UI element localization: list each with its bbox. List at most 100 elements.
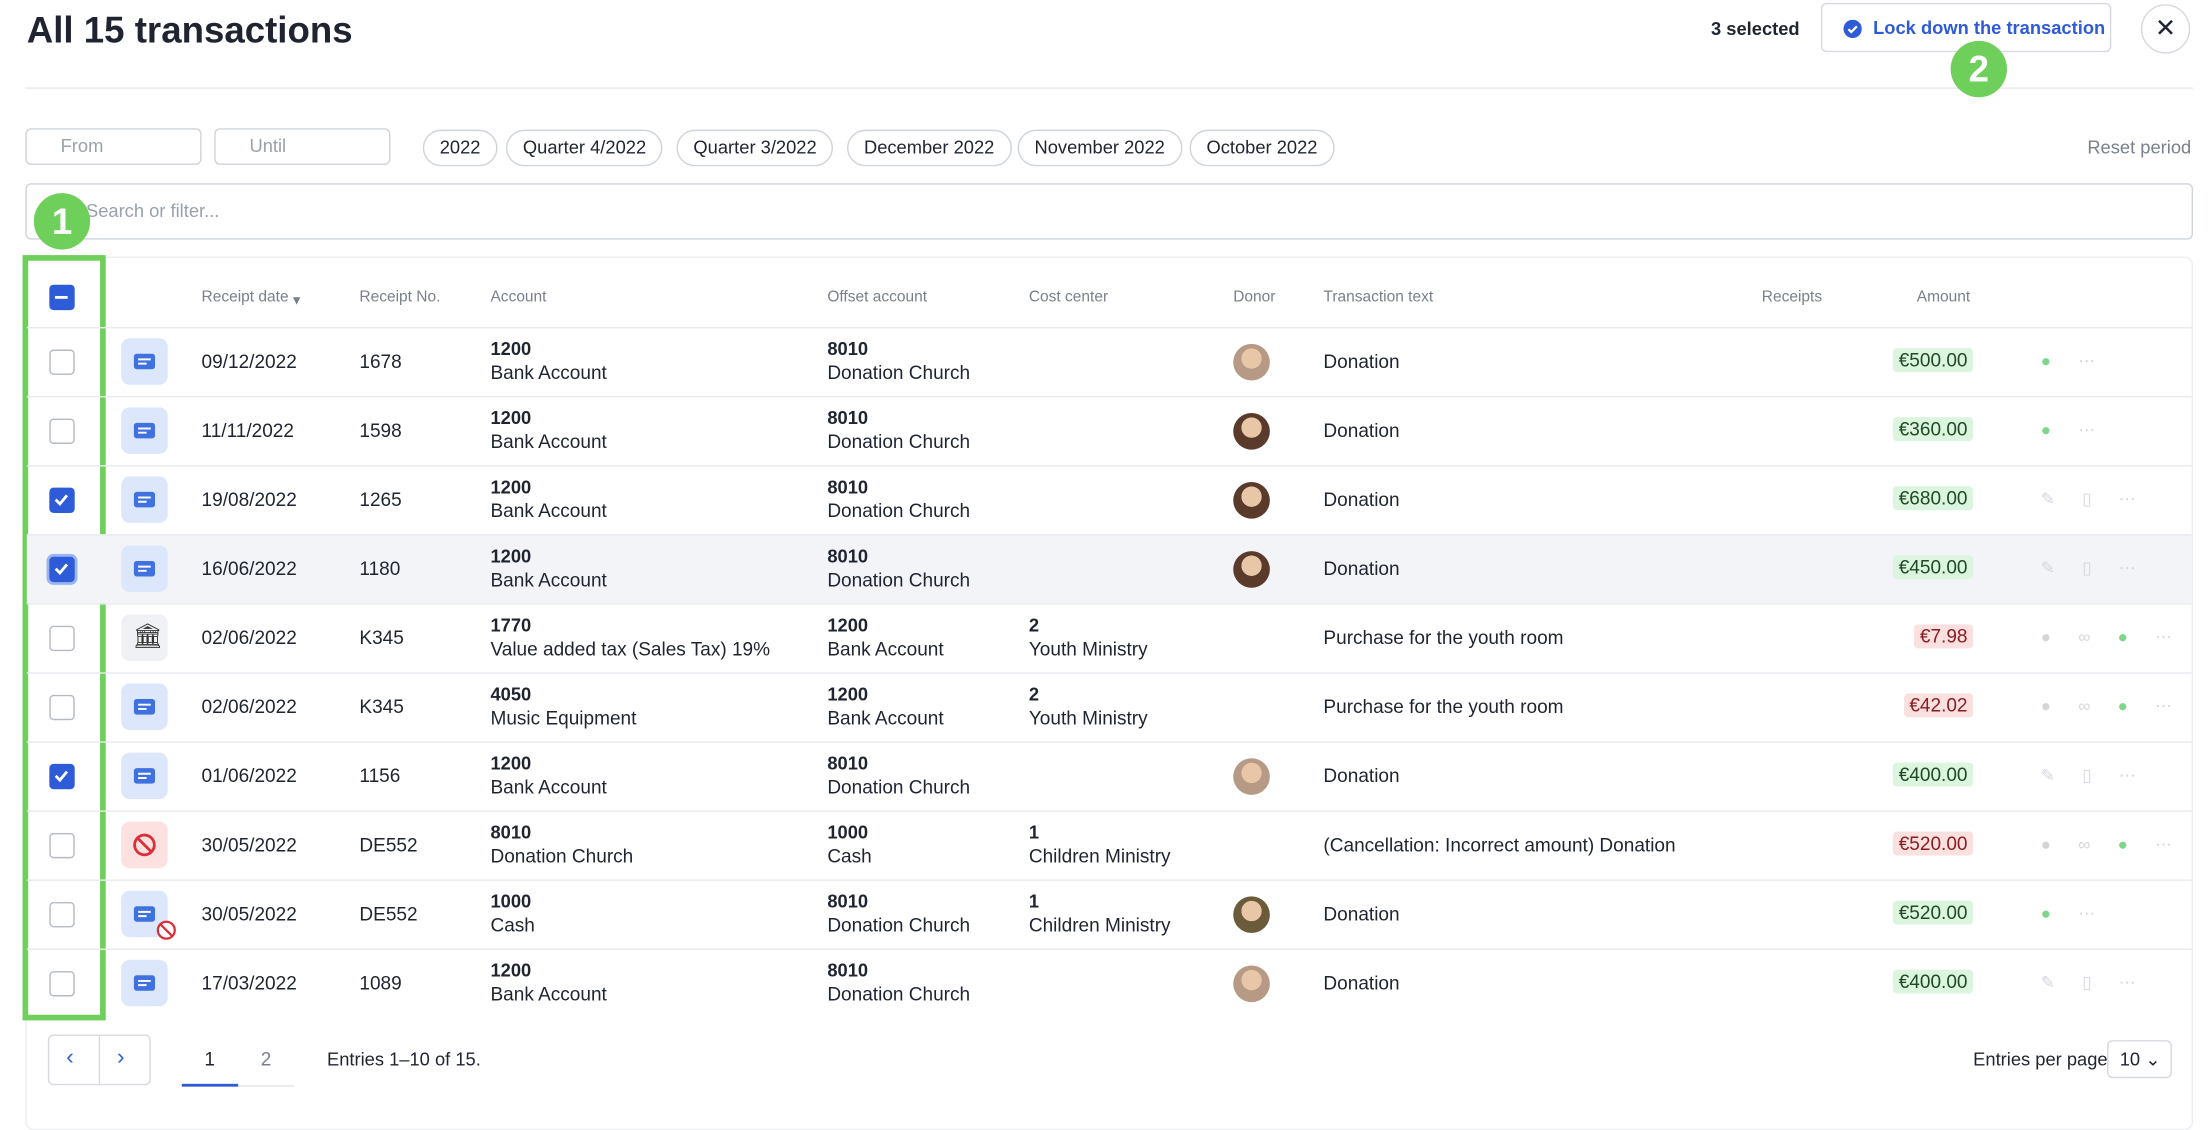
account-name: Cash xyxy=(490,914,535,936)
offset-number: 8010 xyxy=(827,752,869,774)
transaction-text: Donation xyxy=(1323,558,1400,580)
prev-button[interactable]: ‹ xyxy=(66,1045,74,1070)
account-number: 1200 xyxy=(490,545,532,567)
cost-center-number: 2 xyxy=(1028,683,1040,705)
row-actions[interactable]: ● ∞ ● ⋯ xyxy=(2040,696,2184,716)
row-checkbox[interactable] xyxy=(49,832,75,859)
receipt-number: DE552 xyxy=(359,834,418,856)
from-input[interactable]: From xyxy=(25,128,202,165)
donor-avatar xyxy=(1233,412,1270,450)
offset-number: 8010 xyxy=(827,407,869,429)
receipt-date: 09/12/2022 xyxy=(201,350,297,373)
transaction-text: Purchase for the youth room xyxy=(1323,696,1564,718)
amount: €520.00 xyxy=(1893,900,1974,925)
account-name: Donation Church xyxy=(490,845,634,867)
lock-label: Lock down the transaction xyxy=(1873,16,2106,39)
row-checkbox[interactable] xyxy=(49,556,75,583)
column-header: Cost center xyxy=(1028,288,1109,306)
reset-period[interactable]: Reset period xyxy=(2087,136,2192,158)
column-header: Amount xyxy=(1916,288,1971,306)
donor-avatar xyxy=(1233,896,1270,934)
account-number: 1200 xyxy=(490,959,532,981)
until-input[interactable]: Until xyxy=(214,128,391,165)
per-page-select[interactable]: 10 ⌄ xyxy=(2107,1040,2172,1079)
account-number: 1200 xyxy=(490,476,532,498)
period-pill[interactable]: Quarter 3/2022 xyxy=(676,129,834,167)
annotation-badge: 2 xyxy=(1950,40,2007,98)
amount: €400.00 xyxy=(1893,762,1974,787)
page-2[interactable]: 2 xyxy=(260,1048,272,1070)
offset-number: 8010 xyxy=(827,476,869,498)
row-actions[interactable]: ● ⋯ xyxy=(2040,420,2107,440)
row-actions[interactable]: ● ⋯ xyxy=(2040,903,2107,924)
donor-avatar xyxy=(1233,965,1270,1003)
row-actions[interactable]: ● ∞ ● ⋯ xyxy=(2040,834,2184,855)
transaction-text: Donation xyxy=(1323,420,1400,442)
row-checkbox[interactable] xyxy=(49,487,75,514)
offset-number: 8010 xyxy=(827,890,869,912)
row-actions[interactable]: ✎ ▯ ⋯ xyxy=(2040,972,2147,993)
page-1[interactable]: 1 xyxy=(204,1048,215,1070)
period-pill[interactable]: 2022 xyxy=(422,129,498,167)
row-checkbox[interactable] xyxy=(49,763,75,790)
table-row xyxy=(26,465,2192,534)
receipt-date: 02/06/2022 xyxy=(201,627,297,649)
select-all-checkbox[interactable] xyxy=(49,284,75,311)
amount: €520.00 xyxy=(1893,831,1974,856)
row-checkbox[interactable] xyxy=(49,349,75,375)
receipt-date: 30/05/2022 xyxy=(201,834,297,856)
transaction-icon: 🏛 xyxy=(121,614,168,662)
transaction-icon xyxy=(121,821,168,869)
amount: €360.00 xyxy=(1893,417,1974,442)
row-actions[interactable]: ✎ ▯ ⋯ xyxy=(2040,558,2147,578)
cost-center-name: Children Ministry xyxy=(1028,914,1171,936)
offset-name: Donation Church xyxy=(827,431,971,453)
per-page-value: 10 xyxy=(2119,1048,2141,1070)
offset-number: 8010 xyxy=(827,545,869,567)
period-pill[interactable]: October 2022 xyxy=(1189,129,1335,167)
column-header[interactable]: Receipt date xyxy=(201,288,289,306)
entries-info: Entries 1–10 of 15. xyxy=(326,1048,481,1070)
row-checkbox[interactable] xyxy=(49,971,75,997)
row-actions[interactable]: ✎ ▯ ⋯ xyxy=(2040,489,2147,509)
row-actions[interactable]: ✎ ▯ ⋯ xyxy=(2040,765,2147,786)
cost-center-number: 1 xyxy=(1028,890,1040,912)
search-input[interactable]: Search or filter... xyxy=(25,183,2194,240)
table-row xyxy=(26,534,2192,604)
row-actions[interactable]: ● ⋯ xyxy=(2040,350,2107,371)
amount: €500.00 xyxy=(1893,348,1974,373)
row-checkbox[interactable] xyxy=(49,625,75,652)
cost-center-name: Children Ministry xyxy=(1028,845,1171,867)
receipt-date: 02/06/2022 xyxy=(201,696,297,718)
period-pill[interactable]: November 2022 xyxy=(1017,129,1182,167)
amount: €42.02 xyxy=(1903,693,1974,718)
account-number: 8010 xyxy=(490,821,532,843)
transaction-icon xyxy=(121,959,168,1007)
column-header: Offset account xyxy=(827,288,928,306)
receipt-date: 19/08/2022 xyxy=(201,489,297,511)
account-number: 1200 xyxy=(490,338,532,360)
close-button[interactable]: ✕ xyxy=(2140,4,2191,54)
pager-arrows: ‹ › xyxy=(47,1034,151,1086)
row-checkbox[interactable] xyxy=(49,694,75,721)
offset-number: 8010 xyxy=(827,338,869,360)
column-header: Donor xyxy=(1233,288,1276,306)
row-checkbox[interactable] xyxy=(49,902,75,928)
period-pill[interactable]: Quarter 4/2022 xyxy=(505,129,664,167)
column-header: Account xyxy=(490,288,547,306)
annotation-badge: 1 xyxy=(33,193,91,250)
row-checkbox[interactable] xyxy=(49,418,75,444)
receipt-number: 1156 xyxy=(359,765,401,787)
account-name: Value added tax (Sales Tax) 19% xyxy=(490,638,771,660)
account-name: Bank Account xyxy=(490,569,607,591)
table-row xyxy=(26,326,2192,396)
period-pill[interactable]: December 2022 xyxy=(847,129,1012,167)
offset-name: Donation Church xyxy=(827,569,971,591)
account-number: 1000 xyxy=(490,890,532,912)
column-header: Receipts xyxy=(1761,288,1823,306)
offset-name: Bank Account xyxy=(827,707,944,729)
next-button[interactable]: › xyxy=(116,1045,125,1070)
row-actions[interactable]: ● ∞ ● ⋯ xyxy=(2040,627,2184,647)
donor-avatar xyxy=(1233,551,1270,588)
receipt-number: K345 xyxy=(359,627,404,649)
